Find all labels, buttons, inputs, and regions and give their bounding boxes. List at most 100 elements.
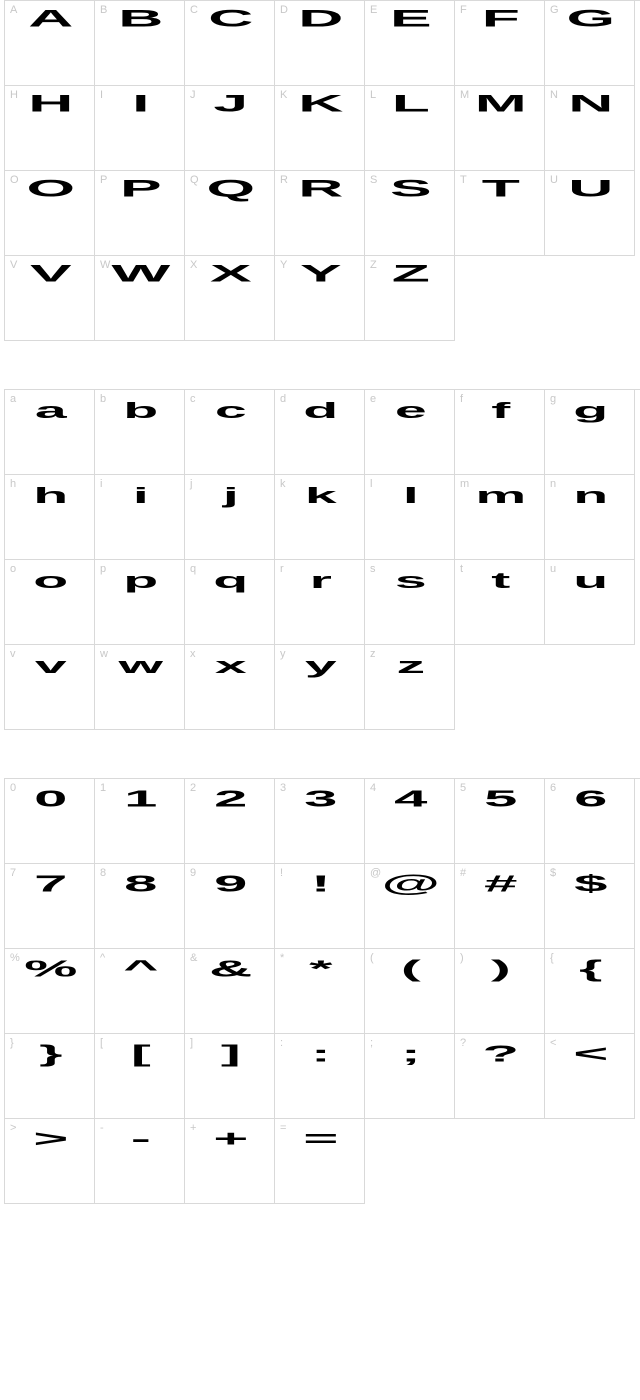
glyph-cell: QQ — [185, 171, 275, 256]
glyph-cell: (( — [365, 949, 455, 1034]
glyph-display: v — [5, 655, 95, 677]
glyph-cell: 44 — [365, 779, 455, 864]
glyph-display: k — [275, 485, 365, 507]
glyph-display: D — [275, 7, 365, 31]
glyph-display: q — [185, 570, 275, 592]
glyph-display: ) — [455, 957, 545, 980]
glyph-display: > — [5, 1127, 95, 1150]
glyph-cell: :: — [275, 1034, 365, 1119]
glyph-cell: ww — [95, 645, 185, 730]
glyph-cell: nn — [545, 475, 635, 560]
glyph-cell: %% — [5, 949, 95, 1034]
glyph-display: j — [185, 485, 275, 507]
glyph-cell: xx — [185, 645, 275, 730]
glyph-display: K — [275, 92, 365, 116]
glyph-display: O — [5, 177, 95, 201]
empty-cell — [455, 256, 545, 341]
glyph-cell: )) — [455, 949, 545, 1034]
glyph-display: z — [365, 655, 455, 677]
glyph-display: : — [275, 1042, 365, 1065]
glyph-cell: ll — [365, 475, 455, 560]
glyph-display: h — [5, 485, 95, 507]
glyph-cell: hh — [5, 475, 95, 560]
glyph-cell: mm — [455, 475, 545, 560]
glyph-cell: OO — [5, 171, 95, 256]
glyph-cell: 77 — [5, 864, 95, 949]
glyph-display: # — [455, 872, 545, 895]
glyph-cell: 66 — [545, 779, 635, 864]
glyph-cell: EE — [365, 1, 455, 86]
glyph-cell: ss — [365, 560, 455, 645]
glyph-display: y — [275, 655, 365, 677]
glyph-display: 4 — [365, 787, 455, 810]
chart-section-uppercase: AABBCCDDEEFFGGHHIIJJKKLLMMNNOOPPQQRRSSTT… — [0, 0, 640, 341]
glyph-cell: FF — [455, 1, 545, 86]
glyph-display: X — [185, 262, 275, 286]
glyph-cell: 00 — [5, 779, 95, 864]
glyph-display: 5 — [455, 787, 545, 810]
glyph-cell: ++ — [185, 1119, 275, 1204]
chart-grid: 00112233445566778899!!@@##$$%%^^&&**(())… — [4, 778, 640, 1204]
glyph-cell: kk — [275, 475, 365, 560]
glyph-cell: pp — [95, 560, 185, 645]
glyph-display: b — [95, 400, 185, 422]
empty-cell — [545, 256, 635, 341]
glyph-cell: ## — [455, 864, 545, 949]
glyph-cell: == — [275, 1119, 365, 1204]
glyph-cell: JJ — [185, 86, 275, 171]
glyph-display: } — [5, 1042, 95, 1065]
glyph-cell: KK — [275, 86, 365, 171]
glyph-display: J — [185, 92, 275, 116]
glyph-display: s — [365, 570, 455, 592]
chart-grid: aabbccddeeffgghhiijjkkllmmnnooppqqrrsstt… — [4, 389, 640, 730]
glyph-cell: DD — [275, 1, 365, 86]
glyph-cell: @@ — [365, 864, 455, 949]
glyph-display: n — [545, 485, 635, 507]
character-map-root: AABBCCDDEEFFGGHHIIJJKKLLMMNNOOPPQQRRSSTT… — [0, 0, 640, 1204]
glyph-display: E — [365, 7, 455, 31]
glyph-cell: PP — [95, 171, 185, 256]
glyph-cell: HH — [5, 86, 95, 171]
glyph-display: 7 — [5, 872, 95, 895]
glyph-display: S — [365, 177, 455, 201]
glyph-cell: cc — [185, 390, 275, 475]
glyph-cell: GG — [545, 1, 635, 86]
glyph-display: i — [95, 485, 185, 507]
glyph-display: Z — [365, 262, 455, 286]
glyph-cell: uu — [545, 560, 635, 645]
glyph-display: e — [365, 400, 455, 422]
glyph-display: t — [455, 570, 545, 592]
glyph-cell: 33 — [275, 779, 365, 864]
glyph-display: - — [95, 1127, 185, 1150]
empty-cell — [545, 645, 635, 730]
glyph-cell: zz — [365, 645, 455, 730]
glyph-display: Y — [275, 262, 365, 286]
glyph-cell: 55 — [455, 779, 545, 864]
glyph-cell: 99 — [185, 864, 275, 949]
glyph-display: W — [95, 262, 185, 286]
glyph-cell: ff — [455, 390, 545, 475]
glyph-cell: rr — [275, 560, 365, 645]
glyph-display: 9 — [185, 872, 275, 895]
glyph-cell: >> — [5, 1119, 95, 1204]
glyph-cell: NN — [545, 86, 635, 171]
glyph-cell: RR — [275, 171, 365, 256]
glyph-cell: TT — [455, 171, 545, 256]
glyph-cell: SS — [365, 171, 455, 256]
glyph-cell: $$ — [545, 864, 635, 949]
glyph-display: l — [365, 485, 455, 507]
glyph-cell: LL — [365, 86, 455, 171]
chart-grid: AABBCCDDEEFFGGHHIIJJKKLLMMNNOOPPQQRRSSTT… — [4, 0, 640, 341]
glyph-display: 6 — [545, 787, 635, 810]
glyph-cell: ii — [95, 475, 185, 560]
glyph-display: ] — [185, 1042, 275, 1065]
glyph-display: [ — [95, 1042, 185, 1065]
glyph-cell: !! — [275, 864, 365, 949]
glyph-cell: ?? — [455, 1034, 545, 1119]
glyph-display: f — [455, 400, 545, 422]
glyph-display: u — [545, 570, 635, 592]
glyph-cell: << — [545, 1034, 635, 1119]
glyph-display: & — [185, 957, 275, 980]
glyph-display: B — [95, 7, 185, 31]
glyph-display: L — [365, 92, 455, 116]
